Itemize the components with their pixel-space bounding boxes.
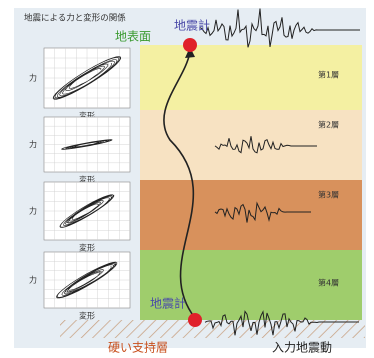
diagram: 力変形力変形力変形力変形 地震による力と変形の関係 地表面 地震計 地震計 硬い… — [0, 0, 374, 358]
x-axis-label: 変形 — [79, 311, 95, 321]
support-layer-label: 硬い支持層 — [108, 340, 168, 355]
y-axis-label: 力 — [29, 275, 37, 285]
input-motion-label: 入力地震動 — [272, 341, 332, 355]
sensor-bottom — [188, 313, 202, 327]
title: 地震による力と変形の関係 — [24, 13, 126, 24]
sensor-top — [183, 38, 197, 52]
bottom-sensor-label: 地震計 — [150, 296, 186, 311]
layer-label: 第4層 — [318, 278, 339, 288]
layer-label: 第1層 — [318, 70, 339, 80]
y-axis-label: 力 — [29, 139, 37, 149]
surface-label: 地表面 — [115, 30, 151, 44]
y-axis-label: 力 — [29, 206, 37, 216]
ground — [60, 320, 365, 338]
layer-label: 第2層 — [318, 120, 339, 130]
layer-label: 第3層 — [318, 190, 339, 200]
y-axis-label: 力 — [29, 73, 37, 83]
x-axis-label: 変形 — [79, 243, 95, 253]
top-sensor-label: 地震計 — [174, 18, 210, 33]
